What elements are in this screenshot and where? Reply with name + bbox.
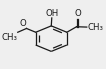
Text: CH₃: CH₃	[87, 23, 103, 32]
Text: O: O	[74, 9, 81, 18]
Text: OH: OH	[45, 9, 58, 18]
Text: O: O	[19, 19, 26, 28]
Text: CH₃: CH₃	[1, 33, 17, 42]
